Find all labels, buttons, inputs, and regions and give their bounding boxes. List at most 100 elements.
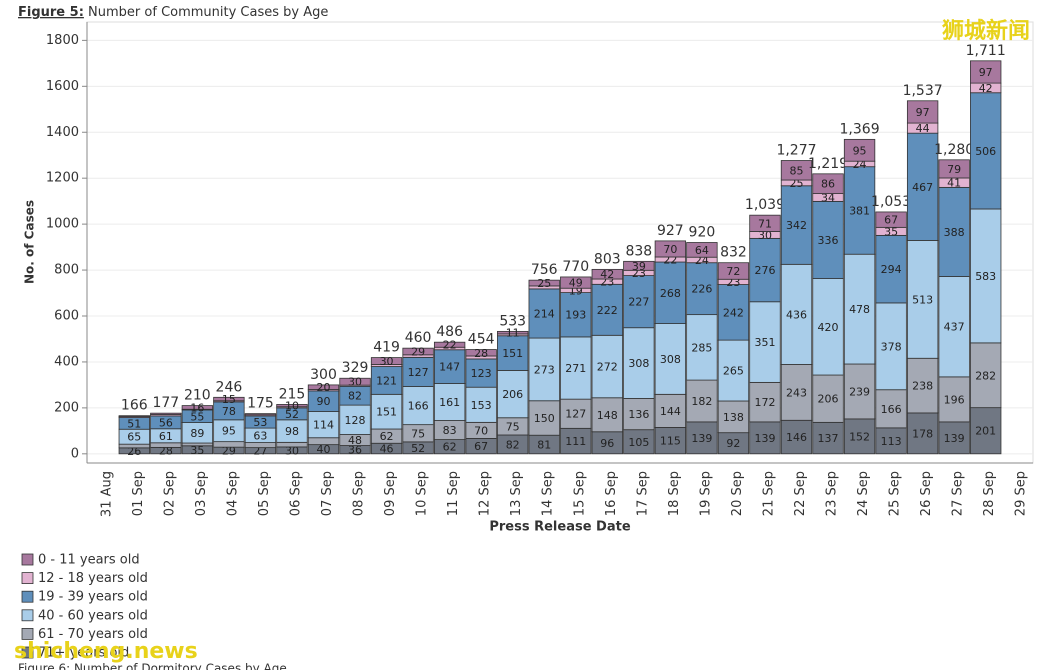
bar-segment xyxy=(812,200,844,279)
segment-label: 193 xyxy=(565,309,586,322)
legend-label: 61 - 70 years old xyxy=(38,627,148,642)
bar-segment xyxy=(433,349,466,384)
bar-segment xyxy=(623,429,655,455)
segment-label: 98 xyxy=(285,425,299,438)
bar-segment xyxy=(497,370,529,419)
segment-label: 127 xyxy=(565,408,586,421)
segment-label: 30 xyxy=(758,229,772,242)
segment-label: 53 xyxy=(253,416,267,429)
x-tick-label: 22 Sep xyxy=(793,471,808,516)
total-label: 1,369 xyxy=(840,121,880,137)
bar-segment xyxy=(843,138,876,162)
x-tick-label: 15 Sep xyxy=(572,471,587,516)
bar-segment xyxy=(780,263,813,365)
bar-segment xyxy=(686,421,718,455)
segment-label: 272 xyxy=(597,361,618,374)
bar-segment xyxy=(970,208,1002,344)
x-tick-label: 26 Sep xyxy=(919,471,934,516)
segment-label: 10 xyxy=(285,400,299,413)
segment-label: 271 xyxy=(565,362,586,375)
segment-label: 282 xyxy=(975,369,996,382)
segment-label: 114 xyxy=(313,419,334,432)
total-label: 166 xyxy=(121,398,148,414)
segment-label: 137 xyxy=(818,432,839,445)
chart-title: Number of Community Cases by Age xyxy=(88,5,328,20)
bar-segment xyxy=(370,366,403,395)
total-label: 215 xyxy=(279,386,306,402)
total-label: 246 xyxy=(216,379,243,395)
total-label: 920 xyxy=(689,225,716,241)
segment-label: 139 xyxy=(691,432,712,445)
segment-label: 265 xyxy=(723,365,744,378)
x-tick-label: 02 Sep xyxy=(162,471,177,516)
segment-label: 46 xyxy=(380,443,394,456)
bar-segment xyxy=(970,342,1002,409)
bar-segment xyxy=(623,260,655,271)
x-tick-label: 21 Sep xyxy=(761,471,776,516)
segment-label: 242 xyxy=(723,306,744,319)
segment-label: 166 xyxy=(881,403,902,416)
y-tick-label: 1400 xyxy=(46,125,79,140)
total-label: 832 xyxy=(720,245,747,261)
bar-segment xyxy=(402,386,434,426)
total-label: 1,711 xyxy=(966,43,1006,59)
legend-label: 71+ years old xyxy=(38,646,129,661)
segment-label: 136 xyxy=(628,408,649,421)
x-tick-label: 07 Sep xyxy=(320,471,335,516)
bar-segment xyxy=(843,166,876,255)
total-label: 210 xyxy=(184,388,211,404)
segment-label: 227 xyxy=(628,296,649,309)
segment-label: 67 xyxy=(884,214,898,227)
segment-label: 437 xyxy=(944,321,965,334)
bar-segment xyxy=(938,421,970,455)
segment-label: 20 xyxy=(317,381,331,394)
segment-label: 61 xyxy=(159,430,173,443)
segment-label: 11 xyxy=(506,327,520,340)
segment-label: 151 xyxy=(502,347,523,360)
segment-label: 583 xyxy=(975,270,996,283)
bar-segment xyxy=(749,214,781,232)
bar-segment xyxy=(749,301,781,383)
segment-label: 30 xyxy=(348,376,362,389)
y-axis-label: No. of Cases xyxy=(23,200,37,284)
segment-label: 78 xyxy=(222,405,236,418)
segment-label: 81 xyxy=(537,439,551,452)
x-tick-label: 14 Sep xyxy=(541,471,556,516)
bar-segment xyxy=(623,327,655,399)
segment-label: 420 xyxy=(818,321,839,334)
x-tick-label: 24 Sep xyxy=(856,471,871,516)
segment-label: 49 xyxy=(569,277,583,290)
segment-label: 28 xyxy=(159,445,173,458)
bar-segment xyxy=(749,237,781,303)
y-tick-label: 1000 xyxy=(46,217,79,232)
segment-label: 35 xyxy=(190,444,204,457)
x-tick-label: 13 Sep xyxy=(509,471,524,516)
x-tick-label: 16 Sep xyxy=(604,471,619,516)
bar-segment xyxy=(465,386,497,423)
bar-segment xyxy=(749,421,781,455)
segment-label: 513 xyxy=(912,293,933,306)
bar-segment xyxy=(906,240,939,359)
bar-segment xyxy=(433,341,466,348)
chart-caption: Figure 5: Number of Community Cases by A… xyxy=(18,5,328,20)
bar-segment xyxy=(591,283,623,336)
segment-label: 127 xyxy=(408,366,429,379)
x-tick-label: 09 Sep xyxy=(383,471,398,516)
segment-label: 95 xyxy=(222,425,236,438)
segment-label: 70 xyxy=(474,424,488,437)
segment-label: 222 xyxy=(597,304,618,317)
segment-label: 336 xyxy=(818,234,839,247)
bar-segment xyxy=(780,419,813,455)
bar-segment xyxy=(181,442,214,447)
y-tick-label: 0 xyxy=(71,446,79,461)
segment-label: 148 xyxy=(597,409,618,422)
bar-segment xyxy=(402,347,434,356)
segment-label: 29 xyxy=(411,345,425,358)
total-label: 927 xyxy=(657,223,684,239)
x-tick-label: 04 Sep xyxy=(225,471,240,516)
total-label: 1,537 xyxy=(903,83,943,99)
segment-label: 161 xyxy=(439,396,460,409)
x-tick-label: 23 Sep xyxy=(825,471,840,516)
segment-label: 40 xyxy=(317,443,331,456)
watermark: 狮城新闻 xyxy=(942,18,1030,44)
